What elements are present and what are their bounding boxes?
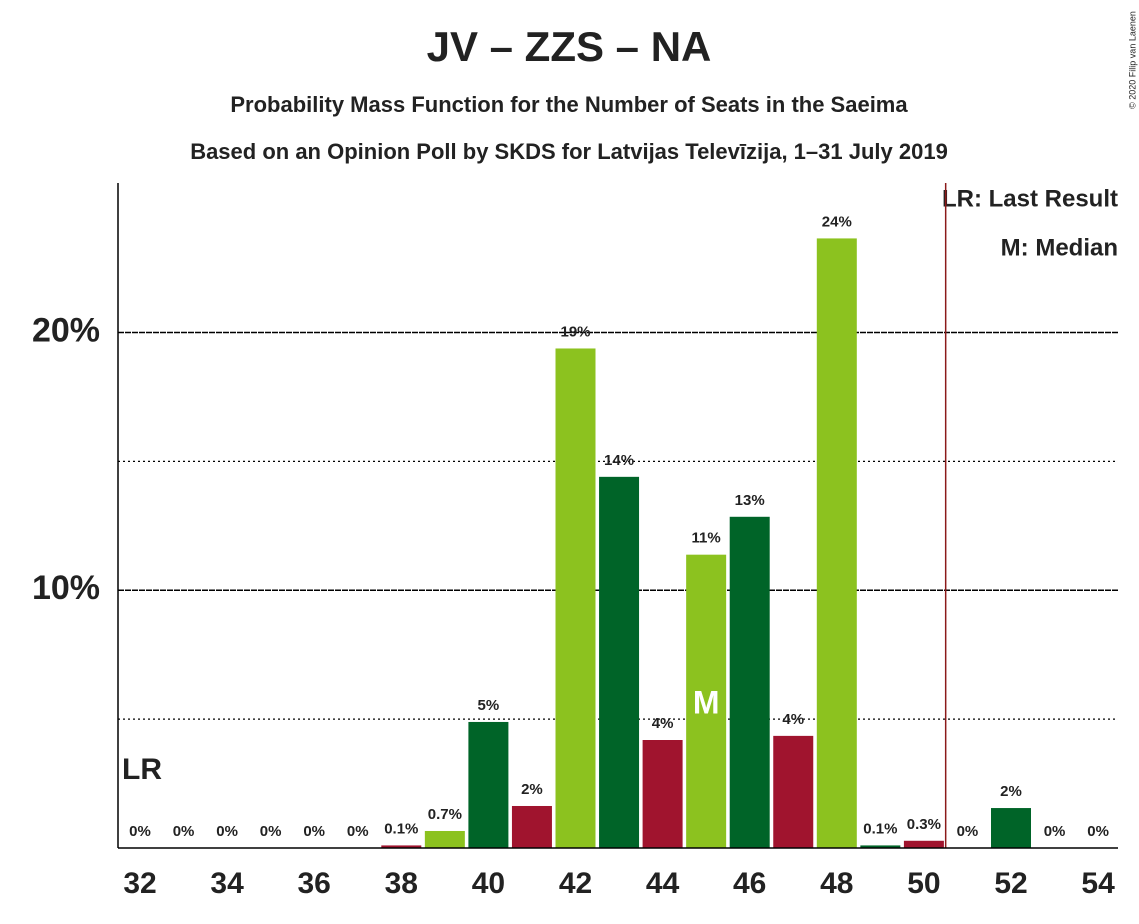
value-label: 19% xyxy=(560,323,590,340)
x-tick-label: 50 xyxy=(907,867,940,900)
bar xyxy=(511,805,552,848)
value-label: 0% xyxy=(260,823,282,840)
x-tick-label: 34 xyxy=(210,867,244,900)
value-label: 2% xyxy=(1000,783,1022,800)
x-tick-label: 48 xyxy=(820,867,853,900)
bar xyxy=(642,740,683,848)
y-tick-label: 20% xyxy=(32,311,100,349)
value-label: 4% xyxy=(652,715,674,732)
bar xyxy=(816,238,857,848)
value-label: 0% xyxy=(303,823,325,840)
value-label: 13% xyxy=(735,492,765,509)
legend-entry: M: Median xyxy=(1001,234,1118,261)
x-tick-label: 36 xyxy=(298,867,331,900)
x-tick-label: 38 xyxy=(385,867,418,900)
bar xyxy=(991,808,1031,848)
value-label: 0% xyxy=(129,823,151,840)
x-tick-label: 32 xyxy=(123,867,156,900)
value-label: 0.1% xyxy=(384,820,418,837)
value-label: 0.3% xyxy=(907,816,941,833)
bar xyxy=(773,735,814,848)
y-tick-label: 10% xyxy=(32,569,100,607)
value-label: 0.7% xyxy=(428,806,462,823)
value-label: 5% xyxy=(478,697,500,714)
median-marker: M xyxy=(693,684,720,720)
x-tick-label: 42 xyxy=(559,867,592,900)
x-tick-label: 40 xyxy=(472,867,505,900)
bar xyxy=(468,721,509,848)
chart-title: JV – ZZS – NA xyxy=(427,23,712,70)
copyright: © 2020 Filip van Laenen xyxy=(1127,11,1137,109)
value-label: 0% xyxy=(173,823,195,840)
chart-subtitle: Probability Mass Function for the Number… xyxy=(230,92,908,117)
bar xyxy=(686,554,727,848)
bar xyxy=(729,516,770,848)
last-result-label: LR xyxy=(122,753,162,786)
bar xyxy=(860,845,901,848)
bar xyxy=(903,840,944,848)
value-label: 0% xyxy=(347,823,369,840)
x-tick-label: 44 xyxy=(646,867,680,900)
bar xyxy=(555,348,596,848)
value-label: 14% xyxy=(604,452,634,469)
value-label: 2% xyxy=(521,781,543,798)
x-tick-label: 46 xyxy=(733,867,766,900)
x-tick-label: 54 xyxy=(1081,867,1115,900)
value-label: 24% xyxy=(822,213,852,230)
value-label: 4% xyxy=(782,711,804,728)
value-label: 0% xyxy=(1044,823,1066,840)
value-label: 0% xyxy=(216,823,238,840)
bar xyxy=(381,845,422,848)
x-tick-label: 52 xyxy=(994,867,1027,900)
value-label: 0.1% xyxy=(863,820,897,837)
chart-subtitle: Based on an Opinion Poll by SKDS for Lat… xyxy=(190,139,948,164)
bar xyxy=(599,476,640,848)
value-label: 0% xyxy=(957,823,979,840)
value-label: 11% xyxy=(692,530,721,547)
legend-entry: LR: Last Result xyxy=(942,185,1118,212)
bar xyxy=(424,830,465,848)
value-label: 0% xyxy=(1087,823,1109,840)
